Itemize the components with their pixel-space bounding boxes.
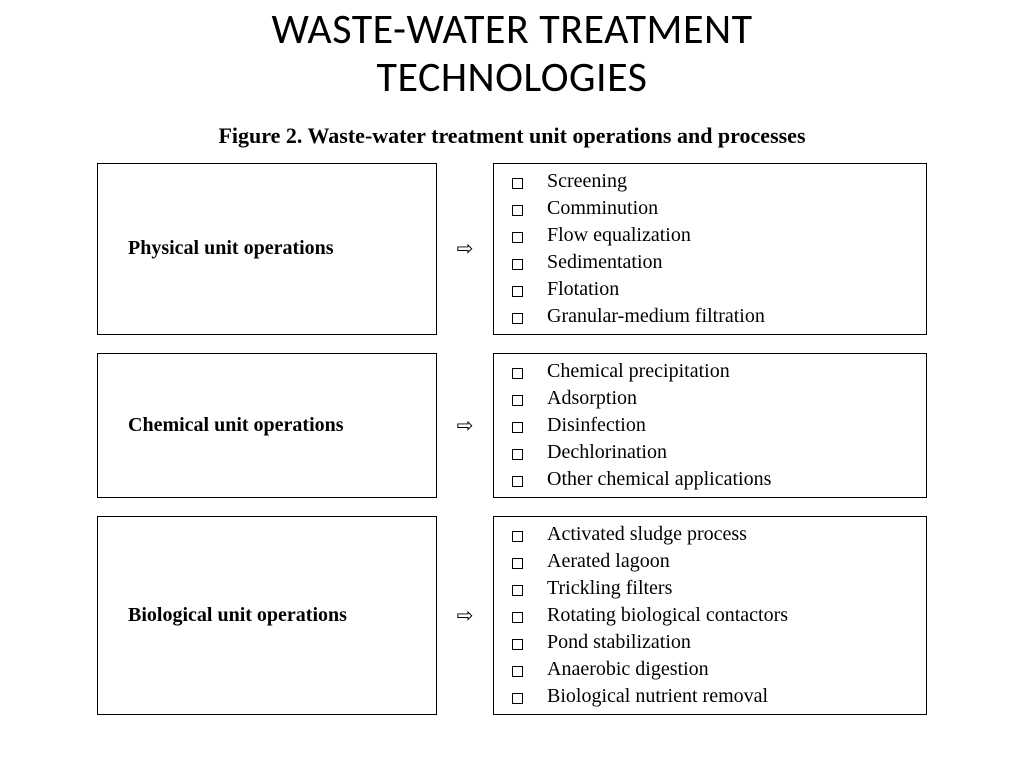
list-item: Biological nutrient removal xyxy=(512,683,912,710)
square-bullet-icon xyxy=(512,476,523,487)
item-text: Chemical precipitation xyxy=(547,358,730,385)
item-text: Screening xyxy=(547,168,627,195)
list-item: Aerated lagoon xyxy=(512,548,912,575)
square-bullet-icon xyxy=(512,368,523,379)
square-bullet-icon xyxy=(512,422,523,433)
item-text: Comminution xyxy=(547,195,658,222)
list-item: Dechlorination xyxy=(512,439,912,466)
list-item: Granular-medium filtration xyxy=(512,303,912,330)
item-text: Anaerobic digestion xyxy=(547,656,709,683)
list-item: Flow equalization xyxy=(512,222,912,249)
list-item: Comminution xyxy=(512,195,912,222)
items-box: Chemical precipitationAdsorptionDisinfec… xyxy=(493,353,927,498)
list-item: Other chemical applications xyxy=(512,466,912,493)
categories-list: Physical unit operations⇨ScreeningCommin… xyxy=(97,163,927,715)
item-text: Granular-medium filtration xyxy=(547,303,765,330)
square-bullet-icon xyxy=(512,558,523,569)
list-item: Adsorption xyxy=(512,385,912,412)
square-bullet-icon xyxy=(512,178,523,189)
item-text: Aerated lagoon xyxy=(547,548,670,575)
figure-container: Figure 2. Waste-water treatment unit ope… xyxy=(97,123,927,715)
list-item: Rotating biological contactors xyxy=(512,602,912,629)
arrow-icon: ⇨ xyxy=(437,163,493,335)
square-bullet-icon xyxy=(512,585,523,596)
square-bullet-icon xyxy=(512,232,523,243)
item-text: Adsorption xyxy=(547,385,637,412)
square-bullet-icon xyxy=(512,259,523,270)
square-bullet-icon xyxy=(512,286,523,297)
list-item: Sedimentation xyxy=(512,249,912,276)
square-bullet-icon xyxy=(512,449,523,460)
category-row: Chemical unit operations⇨Chemical precip… xyxy=(97,353,927,498)
page-title: WASTE-WATER TREATMENT TECHNOLOGIES xyxy=(0,0,1024,103)
category-label: Physical unit operations xyxy=(128,237,334,260)
category-row: Biological unit operations⇨Activated slu… xyxy=(97,516,927,715)
category-label: Biological unit operations xyxy=(128,604,347,627)
item-text: Other chemical applications xyxy=(547,466,771,493)
square-bullet-icon xyxy=(512,531,523,542)
arrow-icon: ⇨ xyxy=(437,516,493,715)
item-text: Biological nutrient removal xyxy=(547,683,768,710)
figure-caption: Figure 2. Waste-water treatment unit ope… xyxy=(97,123,927,149)
square-bullet-icon xyxy=(512,205,523,216)
title-line-2: TECHNOLOGIES xyxy=(377,52,648,103)
item-text: Flow equalization xyxy=(547,222,691,249)
square-bullet-icon xyxy=(512,612,523,623)
arrow-icon: ⇨ xyxy=(437,353,493,498)
list-item: Pond stabilization xyxy=(512,629,912,656)
item-text: Disinfection xyxy=(547,412,646,439)
title-line-1: WASTE-WATER TREATMENT xyxy=(271,4,752,55)
category-label: Chemical unit operations xyxy=(128,414,344,437)
items-box: ScreeningComminutionFlow equalizationSed… xyxy=(493,163,927,335)
list-item: Disinfection xyxy=(512,412,912,439)
category-box: Physical unit operations xyxy=(97,163,437,335)
items-box: Activated sludge processAerated lagoonTr… xyxy=(493,516,927,715)
square-bullet-icon xyxy=(512,395,523,406)
item-text: Activated sludge process xyxy=(547,521,747,548)
item-text: Trickling filters xyxy=(547,575,672,602)
item-text: Rotating biological contactors xyxy=(547,602,788,629)
category-row: Physical unit operations⇨ScreeningCommin… xyxy=(97,163,927,335)
list-item: Screening xyxy=(512,168,912,195)
list-item: Trickling filters xyxy=(512,575,912,602)
list-item: Activated sludge process xyxy=(512,521,912,548)
list-item: Chemical precipitation xyxy=(512,358,912,385)
category-box: Biological unit operations xyxy=(97,516,437,715)
square-bullet-icon xyxy=(512,693,523,704)
list-item: Anaerobic digestion xyxy=(512,656,912,683)
square-bullet-icon xyxy=(512,639,523,650)
item-text: Sedimentation xyxy=(547,249,663,276)
square-bullet-icon xyxy=(512,666,523,677)
list-item: Flotation xyxy=(512,276,912,303)
item-text: Flotation xyxy=(547,276,619,303)
item-text: Dechlorination xyxy=(547,439,667,466)
category-box: Chemical unit operations xyxy=(97,353,437,498)
square-bullet-icon xyxy=(512,313,523,324)
item-text: Pond stabilization xyxy=(547,629,691,656)
